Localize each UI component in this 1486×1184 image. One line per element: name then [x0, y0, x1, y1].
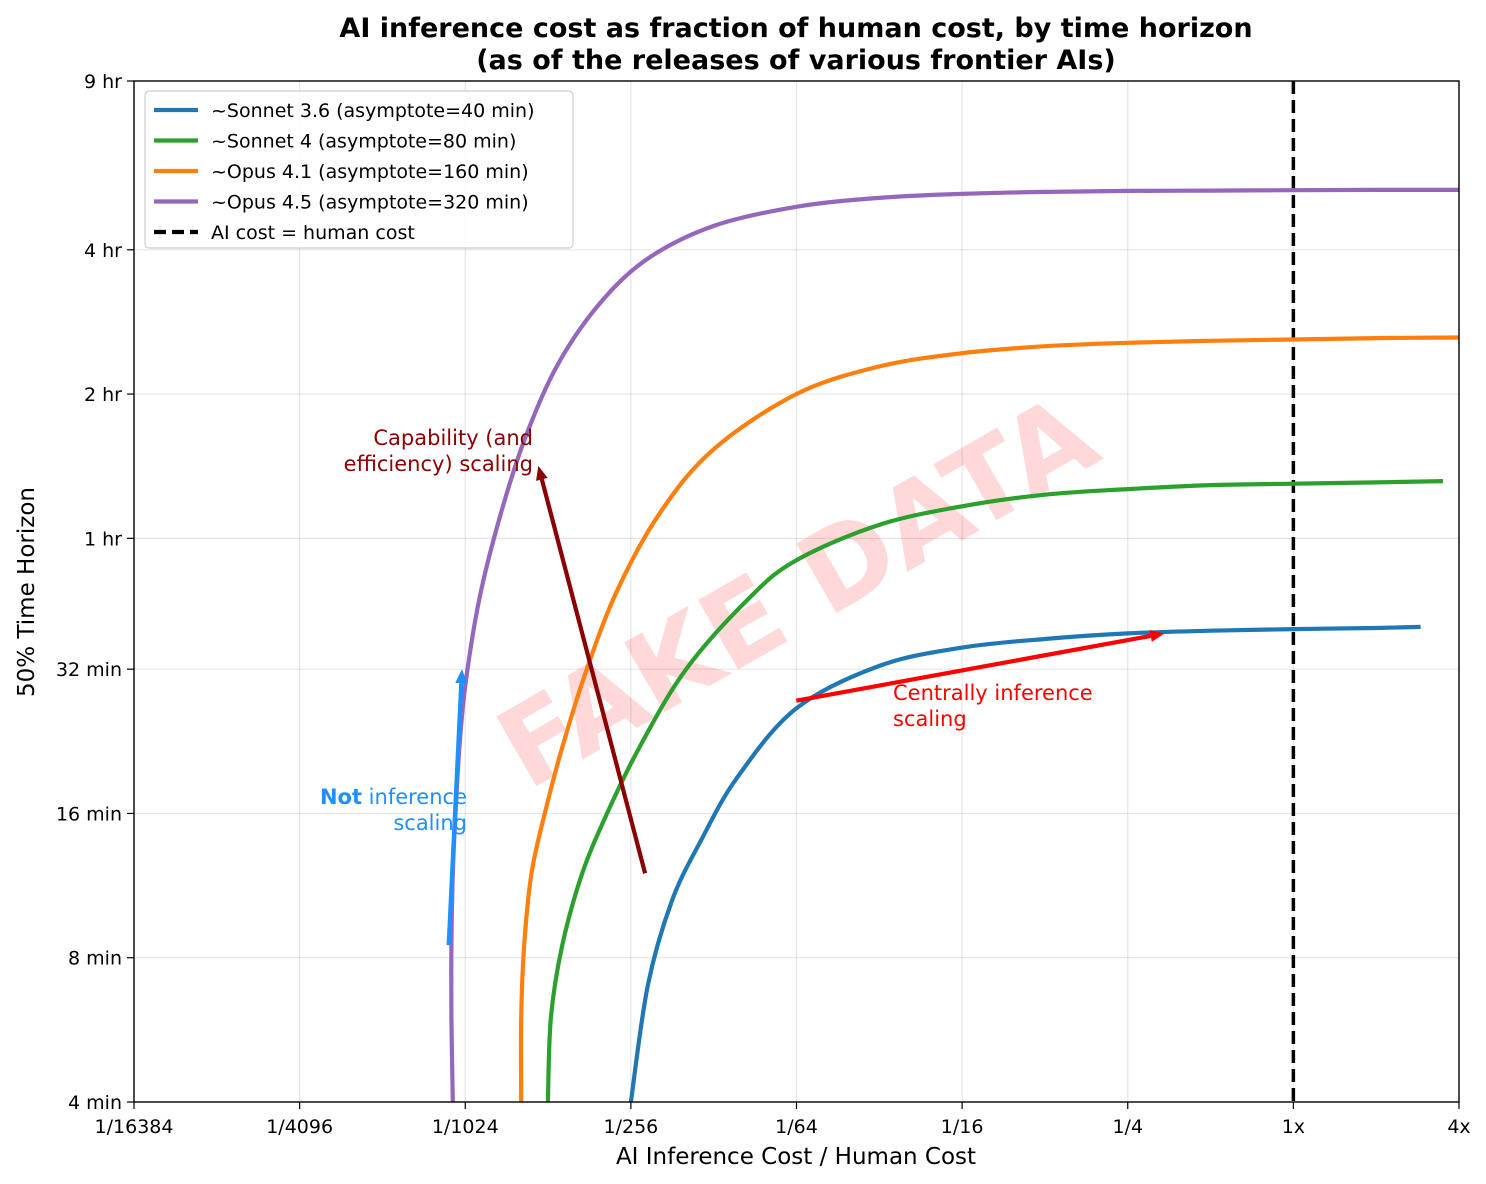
y-tick-label: 8 min	[68, 948, 122, 970]
series-line-2	[545, 479, 1444, 1103]
x-axis-ticks: 1/16384 1/4096 1/1024 1/256 1/64 1/16 1/4 1x 4x	[95, 1102, 1471, 1138]
y-axis-ticks: 4 min 8 min 16 min 32 min 1 hr 2 hr 4 hr 9 hr	[56, 71, 134, 1114]
series-line-1	[628, 624, 1421, 1103]
not-inference-arrow-head	[455, 669, 468, 684]
capability-arrow-shaft	[539, 478, 648, 874]
x-tick-label: 1/1024	[432, 1116, 499, 1138]
x-tick-label: 4x	[1447, 1116, 1470, 1138]
legend-box	[144, 90, 574, 249]
series-line-3	[518, 335, 1460, 1103]
legend-label-4: ~Opus 4.5 (asymptote=320 min)	[211, 192, 529, 214]
chart-subtitle: (as of the releases of various frontier …	[476, 45, 1116, 76]
inference-arrow-head	[1149, 630, 1165, 642]
not-inference-annotation-line1: Not inference	[320, 785, 467, 809]
not-bold-word: Not	[320, 785, 362, 809]
x-tick-label: 1/64	[775, 1116, 818, 1138]
y-tick-label: 2 hr	[84, 384, 122, 406]
inference-arrow-shaft	[795, 633, 1152, 703]
y-axis-label: 50% Time Horizon	[14, 487, 40, 697]
not-inference-annotation-line2: scaling	[393, 811, 467, 835]
legend-label-2: ~Sonnet 4 (asymptote=80 min)	[211, 131, 516, 153]
x-tick-label: 1/16384	[95, 1116, 174, 1138]
x-tick-label: 1/4	[1112, 1116, 1143, 1138]
x-tick-label: 1/4096	[266, 1116, 333, 1138]
legend-label-5: AI cost = human cost	[211, 222, 415, 244]
y-tick-label: 1 hr	[84, 528, 122, 550]
y-tick-label: 4 min	[68, 1092, 122, 1114]
inference-annotation-line2: scaling	[893, 707, 967, 731]
legend-label-3: ~Opus 4.1 (asymptote=160 min)	[211, 161, 529, 183]
y-tick-label: 32 min	[56, 659, 122, 681]
chart-title: AI inference cost as fraction of human c…	[339, 13, 1252, 44]
capability-arrow-head	[536, 465, 548, 481]
capability-annotation-line2: efficiency) scaling	[344, 452, 533, 476]
inference-annotation-line1: Centrally inference	[893, 681, 1093, 705]
not-inference-arrow-shaft	[446, 683, 464, 946]
x-tick-label: 1x	[1282, 1116, 1305, 1138]
legend-label-1: ~Sonnet 3.6 (asymptote=40 min)	[211, 100, 534, 122]
not-rest-words: inference	[362, 785, 467, 809]
y-tick-label: 4 hr	[84, 240, 122, 262]
x-tick-label: 1/16	[941, 1116, 984, 1138]
y-tick-label: 16 min	[56, 803, 122, 825]
series-group	[449, 187, 1460, 1103]
legend: ~Sonnet 3.6 (asymptote=40 min) ~Sonnet 4 …	[144, 90, 574, 249]
x-tick-label: 1/256	[603, 1116, 658, 1138]
gridlines	[134, 81, 1459, 1102]
capability-annotation-line1: Capability (and	[373, 426, 533, 450]
x-axis-label: AI Inference Cost / Human Cost	[616, 1144, 976, 1170]
y-tick-label: 9 hr	[84, 71, 122, 93]
